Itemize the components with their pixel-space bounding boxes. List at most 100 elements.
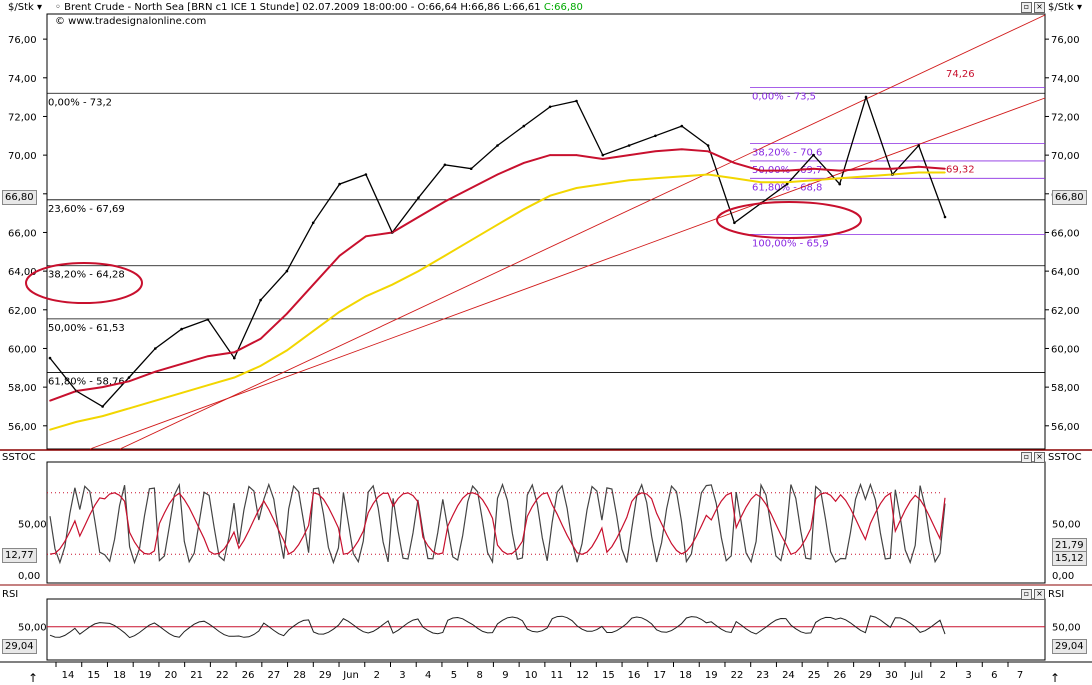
moving-average-long-line-point xyxy=(259,338,262,340)
moving-average-long-line-point xyxy=(391,231,394,234)
price-line-point xyxy=(864,95,868,99)
sstoc-close-icon[interactable]: × xyxy=(1034,452,1045,463)
moving-average-long-line-point xyxy=(628,154,630,156)
fib-label-right: 61,80% - 68,8 xyxy=(752,182,822,193)
moving-average-short-line-point xyxy=(865,175,867,178)
moving-average-short-line-point xyxy=(575,187,578,189)
moving-average-short-line-point xyxy=(75,421,78,423)
x-tick-label: 14 xyxy=(62,670,75,681)
close-icon[interactable]: × xyxy=(1034,2,1045,13)
price-line-point xyxy=(101,405,104,408)
price-line-point xyxy=(48,356,52,360)
price-line-point xyxy=(680,124,684,128)
moving-average-short-line-point xyxy=(365,295,367,298)
moving-average-short-line-point xyxy=(49,428,51,431)
y-tick-label: 72,00 xyxy=(8,112,37,123)
y-tick-label: 76,00 xyxy=(8,35,37,46)
moving-average-long-line-point xyxy=(944,167,946,170)
x-tick-label: 26 xyxy=(242,670,255,681)
price-line-point xyxy=(943,215,947,219)
sstoc-restore-icon[interactable]: ▫ xyxy=(1021,452,1032,463)
rsi-line xyxy=(49,615,946,639)
moving-average-long-line-point xyxy=(207,355,209,358)
moving-average-long-line-point xyxy=(838,169,841,172)
sstoc-panel-frame xyxy=(46,461,1046,584)
moving-average-long-line-point xyxy=(891,167,894,170)
x-tick-label: 5 xyxy=(451,670,457,681)
restore-icon[interactable]: ▫ xyxy=(1021,2,1032,13)
y-tick-label-right: 70,00 xyxy=(1051,151,1080,162)
x-tick-label: 19 xyxy=(139,670,152,681)
y-tick-label: 66,00 xyxy=(8,228,37,239)
trend-line-upper xyxy=(119,14,1046,450)
x-tick-label: 17 xyxy=(653,670,666,681)
moving-average-long-line-point xyxy=(496,173,499,176)
sstoc-title: SSTOC xyxy=(2,452,36,463)
fib-label-left: 38,20% - 64,28 xyxy=(48,270,125,281)
current-price-tag-right: 66,80 xyxy=(1052,190,1087,205)
price-line-point xyxy=(706,144,710,147)
fib-label-left: 61,80% - 58,76 xyxy=(48,376,125,387)
price-line-point xyxy=(233,356,236,360)
y-tick-label: 60,00 xyxy=(8,344,37,355)
price-line-point xyxy=(601,153,605,157)
price-line-point xyxy=(285,269,289,273)
rsi-tag-right: 29,04 xyxy=(1052,639,1087,654)
price-line-point xyxy=(180,327,183,331)
y-tick-label: 56,00 xyxy=(8,422,37,433)
x-tick-label: 27 xyxy=(267,670,280,681)
moving-average-short-line-point xyxy=(523,208,525,211)
y-tick-label-right: 66,00 xyxy=(1051,228,1080,239)
x-tick-label: 15 xyxy=(87,670,100,681)
rsi-tick-label: 50,00 xyxy=(18,623,47,634)
fib-label-left: 0,00% - 73,2 xyxy=(48,97,112,108)
rsi-panel-frame xyxy=(46,598,1046,661)
price-line-point xyxy=(206,318,210,321)
price-line-point xyxy=(785,182,789,186)
fib-label-left: 23,60% - 67,69 xyxy=(48,204,125,215)
y-tick-label-right: 58,00 xyxy=(1051,383,1080,394)
moving-average-long-line-point xyxy=(523,162,525,164)
y-tick-label-right: 76,00 xyxy=(1051,35,1080,46)
instrument-info: ◦ Brent Crude - North Sea [BRN c1 ICE 1 … xyxy=(55,2,583,13)
unit-label[interactable]: $/Stk ▾ xyxy=(8,2,42,13)
moving-average-long-line-point xyxy=(786,169,788,172)
moving-average-long-line-point xyxy=(602,158,604,160)
scroll-up-arrow-icon[interactable]: ↑ xyxy=(28,671,39,685)
rsi-tick-label-right: 50,00 xyxy=(1052,623,1081,634)
moving-average-long-line-point xyxy=(286,312,288,315)
moving-average-long-line-point xyxy=(417,216,420,218)
x-tick-label: 11 xyxy=(550,670,563,681)
x-tick-label: Jul xyxy=(910,670,923,681)
y-tick-label: 70,00 xyxy=(8,151,37,162)
moving-average-long-line-point xyxy=(733,162,736,164)
moving-average-short-line-point xyxy=(628,179,630,182)
rsi-title-right: RSI xyxy=(1048,589,1065,600)
moving-average-long-line-point xyxy=(233,351,236,354)
rsi-restore-icon[interactable]: ▫ xyxy=(1021,589,1032,600)
x-tick-label: 18 xyxy=(113,670,126,681)
moving-average-long-line-point xyxy=(812,167,815,170)
trend-annotation: 74,26 xyxy=(946,69,975,80)
moving-average-short-line-point xyxy=(812,179,815,182)
moving-average-long-line-point xyxy=(101,386,104,388)
x-tick-label: 24 xyxy=(782,670,795,681)
sstoc-tag-left: 12,77 xyxy=(2,548,37,563)
price-line-point xyxy=(443,163,447,167)
unit-label-right[interactable]: $/Stk ▾ xyxy=(1048,2,1082,13)
x-tick-label: 2 xyxy=(940,670,946,681)
rsi-close-icon[interactable]: × xyxy=(1034,589,1045,600)
scroll-up-arrow-icon-right[interactable]: ↑ xyxy=(1050,671,1061,685)
price-line-point xyxy=(654,134,657,138)
rsi-tag-left: 29,04 xyxy=(2,639,37,654)
price-line-point xyxy=(154,347,157,350)
price-line-point xyxy=(417,196,420,199)
x-tick-label: 26 xyxy=(834,670,847,681)
y-tick-label-right: 64,00 xyxy=(1051,267,1080,278)
x-tick-label: 3 xyxy=(965,670,971,681)
current-price-tag-left: 66,80 xyxy=(2,190,37,205)
moving-average-short-line-point xyxy=(207,384,209,387)
price-panel-frame xyxy=(46,13,1046,450)
price-line-point xyxy=(627,144,631,147)
